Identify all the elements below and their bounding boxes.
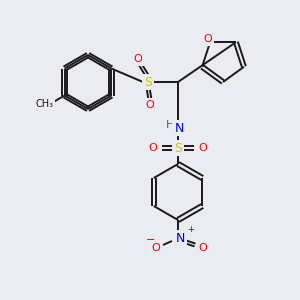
Text: S: S	[174, 142, 182, 154]
Text: H: H	[166, 120, 174, 130]
Text: −: −	[146, 235, 155, 245]
Text: O: O	[199, 143, 207, 153]
Text: O: O	[152, 243, 160, 253]
Text: O: O	[146, 100, 154, 110]
Text: O: O	[204, 34, 212, 44]
Text: S: S	[144, 76, 152, 88]
Text: O: O	[134, 54, 142, 64]
Text: +: +	[187, 225, 194, 234]
Text: O: O	[148, 143, 158, 153]
Text: N: N	[175, 232, 185, 244]
Text: CH₃: CH₃	[36, 99, 54, 109]
Text: O: O	[199, 243, 207, 253]
Text: N: N	[174, 122, 184, 134]
